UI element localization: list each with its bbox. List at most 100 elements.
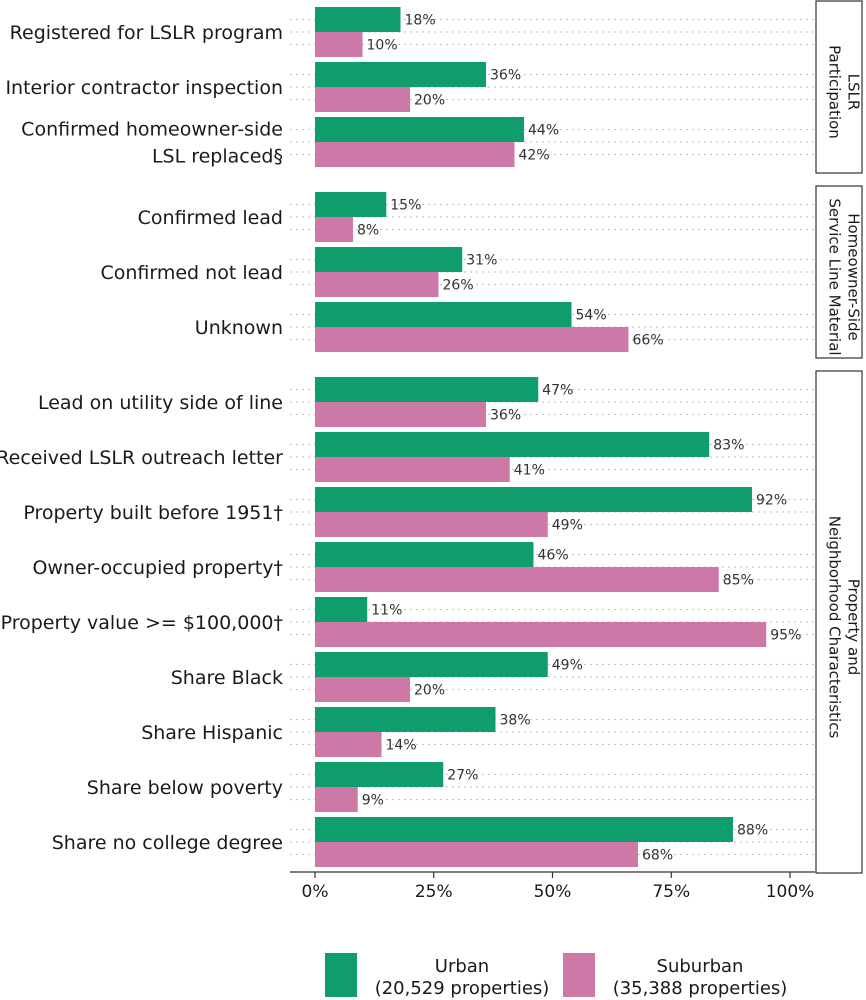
category-label: Registered for LSLR program xyxy=(10,22,283,44)
legend-label-line2: (35,388 properties) xyxy=(613,978,788,999)
bar-urban xyxy=(315,62,486,87)
value-label-urban: 83% xyxy=(713,438,744,454)
category-label: Confirmed lead xyxy=(138,207,283,229)
category-label: Share Black xyxy=(171,667,283,689)
facet-strip-label: Property and xyxy=(845,579,863,675)
bar-suburban xyxy=(315,457,510,482)
bar-urban xyxy=(315,377,539,402)
value-label-suburban: 8% xyxy=(357,223,379,239)
bar-urban xyxy=(315,707,496,732)
value-label-suburban: 42% xyxy=(519,148,550,164)
value-label-suburban: 85% xyxy=(723,573,754,589)
legend: Urban(20,529 properties) Suburban(35,388 … xyxy=(325,953,787,999)
legend-swatch xyxy=(325,953,357,997)
facet-strip-label: LSLR xyxy=(845,74,863,111)
value-label-suburban: 68% xyxy=(642,848,673,864)
facet-strip-label: Service Line Material xyxy=(826,198,844,355)
category-label: Share below poverty xyxy=(87,777,283,799)
category-label: Interior contractor inspection xyxy=(5,77,283,99)
facet-strip-box xyxy=(815,185,863,359)
value-label-urban: 36% xyxy=(490,68,521,84)
category-label: Received LSLR outreach letter xyxy=(0,447,283,469)
bars xyxy=(315,7,767,867)
bar-urban xyxy=(315,487,752,512)
value-label-urban: 54% xyxy=(576,308,607,324)
value-label-urban: 18% xyxy=(405,13,436,29)
category-label: Confirmed homeowner-side xyxy=(21,119,283,141)
category-label: Property built before 1951† xyxy=(23,502,283,524)
value-label-urban: 15% xyxy=(390,198,421,214)
bar-suburban xyxy=(315,87,410,112)
bar-suburban xyxy=(315,677,410,702)
x-tick-label: 75% xyxy=(652,882,690,902)
bar-urban xyxy=(315,652,548,677)
category-label: Share Hispanic xyxy=(141,722,283,744)
bar-urban xyxy=(315,432,710,457)
value-label-suburban: 95% xyxy=(770,628,801,644)
x-axis: 0% 25% 50% 75% 100% xyxy=(290,871,815,902)
facet-strip-label: Participation xyxy=(826,45,844,139)
value-label-suburban: 10% xyxy=(367,38,398,54)
bar-suburban xyxy=(315,622,767,647)
value-label-urban: 47% xyxy=(542,383,573,399)
value-label-urban: 88% xyxy=(737,823,768,839)
value-label-suburban: 9% xyxy=(362,793,384,809)
legend-swatch xyxy=(563,953,595,997)
value-label-urban: 49% xyxy=(552,658,583,674)
value-label-urban: 46% xyxy=(538,548,569,564)
category-label: Confirmed not lead xyxy=(100,262,283,284)
value-label-urban: 38% xyxy=(500,713,531,729)
bar-suburban xyxy=(315,272,439,297)
bar-suburban xyxy=(315,217,353,242)
x-tick-label: 0% xyxy=(302,882,329,902)
category-label: Unknown xyxy=(195,317,283,339)
bar-urban xyxy=(315,192,387,217)
bar-urban xyxy=(315,302,572,327)
bar-suburban xyxy=(315,787,358,812)
value-label-urban: 92% xyxy=(756,493,787,509)
bar-urban xyxy=(315,7,401,32)
bar-suburban xyxy=(315,732,382,757)
value-label-urban: 44% xyxy=(528,123,559,139)
bar-suburban xyxy=(315,327,629,352)
x-tick-label: 100% xyxy=(766,882,815,902)
bar-urban xyxy=(315,542,534,567)
category-label: Owner-occupied property† xyxy=(32,557,283,579)
value-label-urban: 11% xyxy=(371,603,402,619)
value-label-suburban: 41% xyxy=(514,463,545,479)
category-label: Property value >= $100,000† xyxy=(1,612,283,634)
bar-suburban xyxy=(315,567,719,592)
category-labels: Registered for LSLR program Interior cont… xyxy=(0,22,283,854)
bar-urban xyxy=(315,117,524,142)
value-label-urban: 27% xyxy=(447,768,478,784)
bar-suburban xyxy=(315,142,515,167)
bar-suburban xyxy=(315,842,638,867)
bar-urban xyxy=(315,762,444,787)
bar-urban xyxy=(315,247,463,272)
value-label-suburban: 36% xyxy=(490,408,521,424)
value-label-urban: 31% xyxy=(466,253,497,269)
category-label: Lead on utility side of line xyxy=(38,392,283,414)
bar-suburban xyxy=(315,402,486,427)
value-label-suburban: 49% xyxy=(552,518,583,534)
bar-urban xyxy=(315,817,733,842)
value-label-suburban: 14% xyxy=(386,738,417,754)
legend-label-line2: (20,529 properties) xyxy=(375,978,550,999)
facet-strip-label: Neighborhood Characteristics xyxy=(826,516,844,739)
bar-suburban xyxy=(315,32,363,57)
facet-strip-label: Homeowner-Side xyxy=(845,213,863,341)
category-label: LSL replaced§ xyxy=(152,146,283,168)
value-labels: 18% 10% 36% 20% 44% 42% 15% 8% 31% 26% 54% 66% 47% 36… xyxy=(357,13,801,864)
bar-urban xyxy=(315,597,368,622)
x-tick-label: 50% xyxy=(534,882,572,902)
value-label-suburban: 66% xyxy=(633,333,664,349)
value-label-suburban: 20% xyxy=(414,93,445,109)
bar-suburban xyxy=(315,512,548,537)
value-label-suburban: 26% xyxy=(443,278,474,294)
value-label-suburban: 20% xyxy=(414,683,445,699)
legend-label-line1: Urban xyxy=(435,956,489,977)
category-label: Share no college degree xyxy=(52,832,283,854)
legend-label-line1: Suburban xyxy=(657,956,744,977)
